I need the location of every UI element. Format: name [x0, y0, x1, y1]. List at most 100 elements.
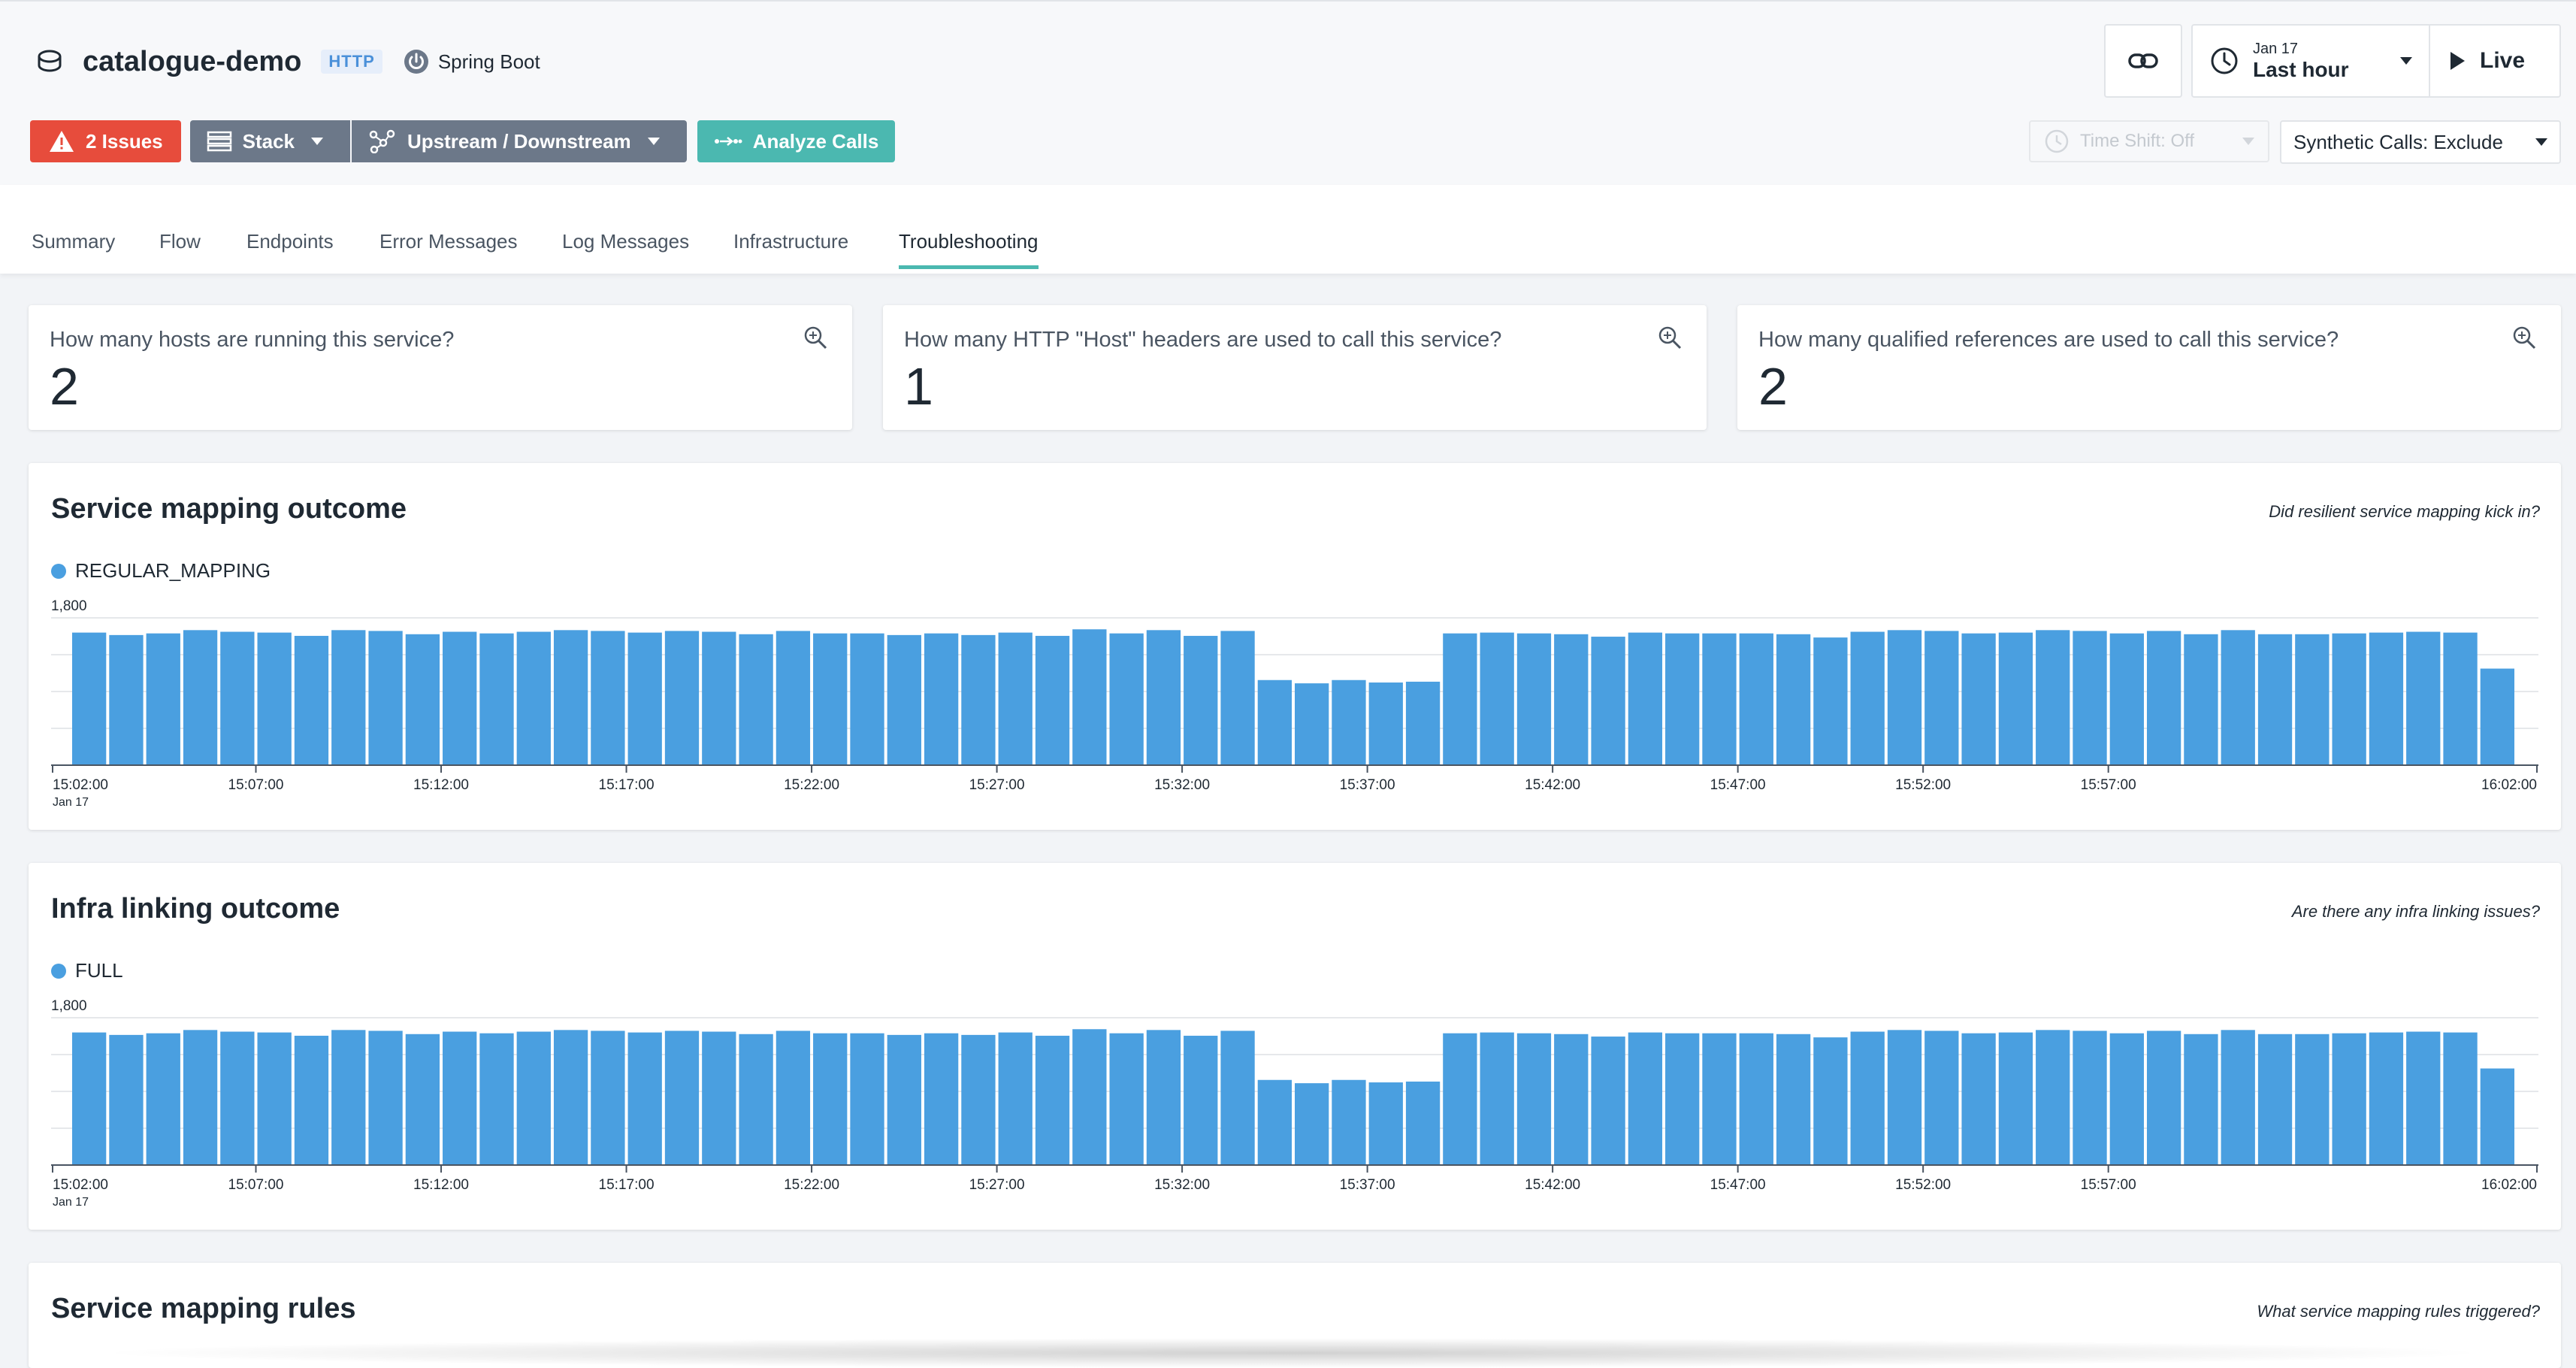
chart-bar[interactable] — [1554, 1034, 1589, 1165]
chart-bar[interactable] — [1257, 679, 1292, 765]
chart-bar[interactable] — [627, 632, 662, 765]
chart-bar[interactable] — [961, 1034, 996, 1165]
chart-bar[interactable] — [1924, 1031, 1959, 1165]
chart-bar[interactable] — [183, 630, 218, 765]
zoom-in-icon[interactable] — [1657, 325, 1683, 350]
tab-endpoints[interactable]: Endpoints — [246, 230, 334, 253]
chart-bar[interactable] — [2221, 630, 2255, 765]
chart-bar[interactable] — [1109, 633, 1144, 765]
chart-bar[interactable] — [1961, 1033, 1996, 1165]
chart-bar[interactable] — [1591, 1037, 1625, 1165]
chart-bar[interactable] — [776, 1031, 811, 1165]
chart-bar[interactable] — [479, 633, 514, 765]
chart-bar[interactable] — [1850, 1031, 1885, 1165]
chart-bar[interactable] — [1184, 635, 1218, 765]
chart-bar[interactable] — [591, 1031, 625, 1165]
chart-bar[interactable] — [2443, 632, 2478, 765]
chart-bar[interactable] — [443, 631, 477, 765]
chart-bar[interactable] — [591, 631, 625, 765]
chart-bar[interactable] — [702, 1031, 736, 1165]
chart-bar[interactable] — [776, 631, 811, 765]
chart-bar[interactable] — [405, 634, 440, 765]
chart-bar[interactable] — [1739, 633, 1773, 765]
chart-bar[interactable] — [1850, 631, 1885, 765]
chart-bar[interactable] — [516, 1031, 551, 1165]
chart-bar[interactable] — [850, 1033, 884, 1165]
chart-bar[interactable] — [1628, 1032, 1663, 1165]
upstream-downstream-dropdown[interactable]: Upstream / Downstream — [352, 120, 687, 162]
chart-bar[interactable] — [1516, 1033, 1552, 1165]
chart-bar[interactable] — [2332, 1033, 2366, 1165]
chart-bar[interactable] — [664, 631, 700, 765]
chart-bar[interactable] — [2221, 1030, 2255, 1165]
chart-bar[interactable] — [2109, 633, 2144, 765]
chart-bar[interactable] — [1480, 632, 1514, 765]
chart-bar[interactable] — [1368, 1082, 1403, 1165]
chart-bar[interactable] — [739, 634, 773, 765]
chart-bar[interactable] — [998, 632, 1033, 765]
chart-bar[interactable] — [2109, 1033, 2144, 1165]
chart-bar[interactable] — [553, 1030, 588, 1165]
chart-bar[interactable] — [2257, 634, 2293, 765]
chart-bar[interactable] — [257, 1032, 292, 1165]
copy-link-button[interactable] — [2104, 24, 2182, 98]
chart-bar[interactable] — [1998, 632, 2033, 765]
chart-bar[interactable] — [257, 632, 292, 765]
chart-bar[interactable] — [1332, 679, 1366, 765]
chart-bar[interactable] — [183, 1030, 218, 1165]
chart-bar[interactable] — [1776, 1034, 1811, 1165]
chart-bar[interactable] — [2146, 631, 2181, 765]
chart-bar[interactable] — [1628, 632, 1663, 765]
chart-bar[interactable] — [2295, 634, 2330, 765]
chart-bar[interactable] — [1257, 1079, 1292, 1165]
chart-bar[interactable] — [1554, 634, 1589, 765]
chart-bar[interactable] — [2146, 1031, 2181, 1165]
chart-bar[interactable] — [2184, 634, 2218, 765]
chart-bar[interactable] — [1035, 635, 1070, 765]
chart-bar[interactable] — [1184, 1035, 1218, 1165]
chart-bar[interactable] — [479, 1033, 514, 1165]
chart-bar[interactable] — [1220, 631, 1255, 765]
chart-bar[interactable] — [1813, 1037, 1848, 1165]
chart-bar[interactable] — [2036, 630, 2070, 765]
chart-bar[interactable] — [1516, 633, 1552, 765]
chart-bar[interactable] — [627, 1032, 662, 1165]
chart-bar[interactable] — [1443, 633, 1477, 765]
tab-troubleshooting[interactable]: Troubleshooting — [899, 230, 1039, 269]
chart-bar[interactable] — [1072, 1029, 1107, 1165]
chart-bar[interactable] — [1924, 631, 1959, 765]
zoom-in-icon[interactable] — [803, 325, 828, 350]
chart-bar[interactable] — [1739, 1033, 1773, 1165]
chart-bar[interactable] — [1665, 1033, 1700, 1165]
chart-bar[interactable] — [1776, 634, 1811, 765]
tab-error-messages[interactable]: Error Messages — [379, 230, 518, 253]
chart-bar[interactable] — [146, 633, 180, 765]
chart-bar[interactable] — [1146, 630, 1181, 765]
chart-bar[interactable] — [1591, 637, 1625, 765]
chart-bar[interactable] — [1295, 683, 1329, 765]
chart-bar[interactable] — [813, 1033, 848, 1165]
chart-bar[interactable] — [2480, 1068, 2514, 1165]
chart-bar[interactable] — [664, 1031, 700, 1165]
chart-bar[interactable] — [961, 634, 996, 765]
chart-bar[interactable] — [331, 1030, 366, 1165]
chart-bar[interactable] — [2406, 1031, 2441, 1165]
issues-button[interactable]: 2 Issues — [30, 120, 181, 162]
chart-bar[interactable] — [220, 1031, 255, 1165]
chart-bar[interactable] — [2332, 633, 2366, 765]
chart-bar[interactable] — [1887, 630, 1922, 765]
chart-bar[interactable] — [813, 633, 848, 765]
zoom-in-icon[interactable] — [2511, 325, 2537, 350]
chart-bar[interactable] — [2369, 1032, 2404, 1165]
chart-bar[interactable] — [516, 631, 551, 765]
chart-bar[interactable] — [887, 1034, 921, 1165]
chart-bar[interactable] — [1072, 629, 1107, 765]
chart-bar[interactable] — [72, 1032, 107, 1165]
chart-bar[interactable] — [924, 633, 959, 765]
stack-dropdown[interactable]: Stack — [189, 120, 351, 162]
chart-bar[interactable] — [998, 1032, 1033, 1165]
chart-bar[interactable] — [924, 1033, 959, 1165]
chart-bar[interactable] — [1405, 1081, 1441, 1165]
chart-bar[interactable] — [1035, 1035, 1070, 1165]
chart-bar[interactable] — [294, 635, 329, 765]
